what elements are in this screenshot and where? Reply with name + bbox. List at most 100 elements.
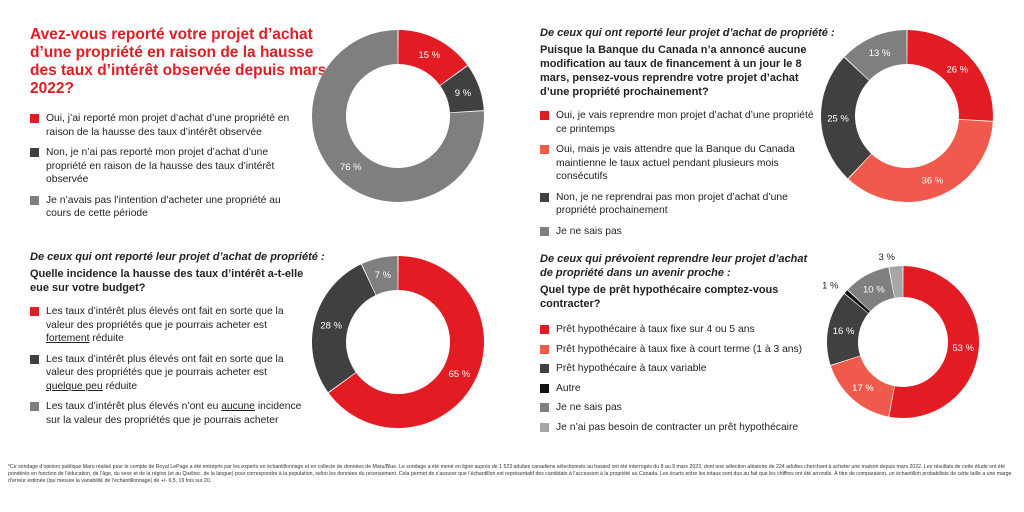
legend-label: Autre xyxy=(556,382,581,394)
legend-item: Les taux d’intérêt plus élevés ont fait … xyxy=(30,353,302,394)
legend-item: Prêt hypothécaire à taux fixe sur 4 ou 5… xyxy=(540,323,825,337)
donut-slice xyxy=(826,293,869,366)
legend-swatch xyxy=(540,192,549,202)
legend-item: Je n’avais pas l’intention d’acheter une… xyxy=(30,194,298,221)
legend-label-end: réduite xyxy=(89,333,124,344)
legend-item: Je ne sais pas xyxy=(540,225,815,239)
legend-swatch xyxy=(540,403,549,412)
panel-resume-plans: De ceux qui ont reporté leur projet d’ac… xyxy=(540,26,840,245)
legend-label: Non, je ne reprendrai pas mon projet d’a… xyxy=(556,191,788,217)
legend-swatch xyxy=(540,226,549,236)
donut-slice xyxy=(847,267,895,311)
panel1-title: Avez-vous reporté votre projet d’achat d… xyxy=(30,26,327,97)
panel2-subtitle: De ceux qui ont reporté leur projet d’ac… xyxy=(540,27,835,39)
legend-label: Prêt hypothécaire à taux fixe sur 4 ou 5… xyxy=(556,324,755,335)
legend-swatch xyxy=(30,402,39,411)
legend-label-emphasis: quelque peu xyxy=(46,380,103,392)
legend-swatch xyxy=(30,195,39,205)
legend-item: Je n’ai pas besoin de contracter un prêt… xyxy=(540,421,825,435)
legend-label: Oui, je vais reprendre mon projet d’acha… xyxy=(556,110,814,135)
panel4-subtitle: De ceux qui prévoient reprendre leur pro… xyxy=(540,253,808,279)
legend-label: Je n’ai pas besoin de contracter un prêt… xyxy=(556,421,799,433)
panel4-legend: Prêt hypothécaire à taux fixe sur 4 ou 5… xyxy=(540,323,825,434)
donut-slice xyxy=(844,30,907,81)
donut-slice xyxy=(907,30,993,121)
legend-label: Je n’avais pas l’intention d’acheter une… xyxy=(46,194,281,220)
legend-label-end: réduite xyxy=(102,380,138,392)
panel3-subtitle: De ceux qui ont reporté leur projet d’ac… xyxy=(30,251,325,263)
donut-slice-label: 7 % xyxy=(375,270,392,281)
legend-label: Prêt hypothécaire à taux variable xyxy=(556,363,707,374)
legend-item: Non, je ne reprendrai pas mon projet d’a… xyxy=(540,191,815,218)
donut-slice xyxy=(889,266,903,298)
legend-label-start: Les taux d’intérêt plus élevés n’ont eu xyxy=(46,401,222,412)
donut-slice-label: 15 % xyxy=(418,50,440,61)
donut-slice xyxy=(328,256,485,428)
donut-slice xyxy=(312,264,376,393)
legend-label-end: incidence sur la valeur des propriétés q… xyxy=(46,401,302,426)
legend-swatch xyxy=(540,111,549,120)
legend-item: Autre xyxy=(540,382,825,396)
panel1-legend: Oui, j’ai reporté mon projet d’achat d’u… xyxy=(30,112,298,221)
legend-label-emphasis: fortement xyxy=(46,333,90,344)
panel-postponed-purchase: Avez-vous reporté votre projet d’achat d… xyxy=(30,26,330,228)
donut-slice xyxy=(311,30,484,202)
donut-slice xyxy=(361,256,398,295)
donut-slice xyxy=(889,266,979,418)
donut-slice xyxy=(821,57,872,179)
legend-swatch xyxy=(540,325,549,334)
panel-mortgage-type: De ceux qui prévoient reprendre leur pro… xyxy=(540,252,840,440)
legend-label: Prêt hypothécaire à taux fixe à court te… xyxy=(556,343,803,355)
legend-label: Oui, mais je vais attendre que la Banque… xyxy=(556,144,795,182)
panel4-question: Quel type de prêt hypothécaire comptez-v… xyxy=(540,284,779,310)
panel3-question: Quelle incidence la hausse des taux d’in… xyxy=(30,268,304,294)
donut-slice-label: 53 % xyxy=(952,343,974,354)
donut-slice-label: 3 % xyxy=(879,252,896,263)
legend-item: Les taux d’intérêt plus élevés ont fait … xyxy=(30,305,302,346)
donut-slice-label: 36 % xyxy=(922,176,944,187)
legend-item: Non, je n’ai pas reporté mon projet d’ac… xyxy=(30,146,298,187)
legend-item: Oui, je vais reprendre mon projet d’acha… xyxy=(540,109,815,136)
panel2-legend: Oui, je vais reprendre mon projet d’acha… xyxy=(540,109,815,238)
donut-slice-label: 10 % xyxy=(863,284,885,295)
legend-item: Les taux d’intérêt plus élevés n’ont eu … xyxy=(30,400,302,427)
legend-item: Prêt hypothécaire à taux variable xyxy=(540,362,825,376)
survey-footnote: *Ce sondage d’opinion publique Maru réal… xyxy=(8,464,1012,484)
donut-slice xyxy=(848,119,993,202)
legend-item: Oui, mais je vais attendre que la Banque… xyxy=(540,143,815,184)
donut-slice-label: 9 % xyxy=(455,88,472,99)
legend-swatch xyxy=(540,383,549,393)
donut-slice-label: 26 % xyxy=(946,64,968,75)
legend-swatch xyxy=(540,364,549,373)
donut-slice xyxy=(830,356,895,417)
legend-label: Je ne sais pas xyxy=(556,402,622,413)
legend-swatch xyxy=(30,148,39,157)
panel2-question: Puisque la Banque du Canada n’a annoncé … xyxy=(540,44,807,98)
donut-slice-label: 28 % xyxy=(320,320,342,331)
legend-swatch xyxy=(30,114,39,123)
legend-swatch xyxy=(540,422,549,432)
donut-slice-label: 76 % xyxy=(340,162,362,173)
legend-swatch xyxy=(30,307,39,316)
donut-slice-label: 65 % xyxy=(449,369,471,380)
legend-label-start: Les taux d’intérêt plus élevés ont fait … xyxy=(46,353,284,379)
donut-slice-label: 25 % xyxy=(827,114,849,125)
legend-item: Prêt hypothécaire à taux fixe à court te… xyxy=(540,343,825,357)
legend-label: Oui, j’ai reporté mon projet d’achat d’u… xyxy=(46,113,290,138)
donut-slice-label: 16 % xyxy=(833,326,855,337)
legend-item: Je ne sais pas xyxy=(540,401,825,415)
donut-slice-label: 13 % xyxy=(869,48,891,59)
panel-budget-impact: De ceux qui ont reporté leur projet d’ac… xyxy=(30,250,330,434)
legend-swatch xyxy=(30,354,39,364)
panel3-legend: Les taux d’intérêt plus élevés ont fait … xyxy=(30,305,302,427)
donut-slice xyxy=(440,65,484,113)
legend-swatch xyxy=(540,145,549,154)
donut-slice xyxy=(398,30,468,86)
donut-slice xyxy=(844,290,871,314)
legend-label-emphasis: aucune xyxy=(221,401,255,412)
donut-slice-label: 1 % xyxy=(822,281,839,292)
donut-slice-label: 17 % xyxy=(852,383,874,394)
